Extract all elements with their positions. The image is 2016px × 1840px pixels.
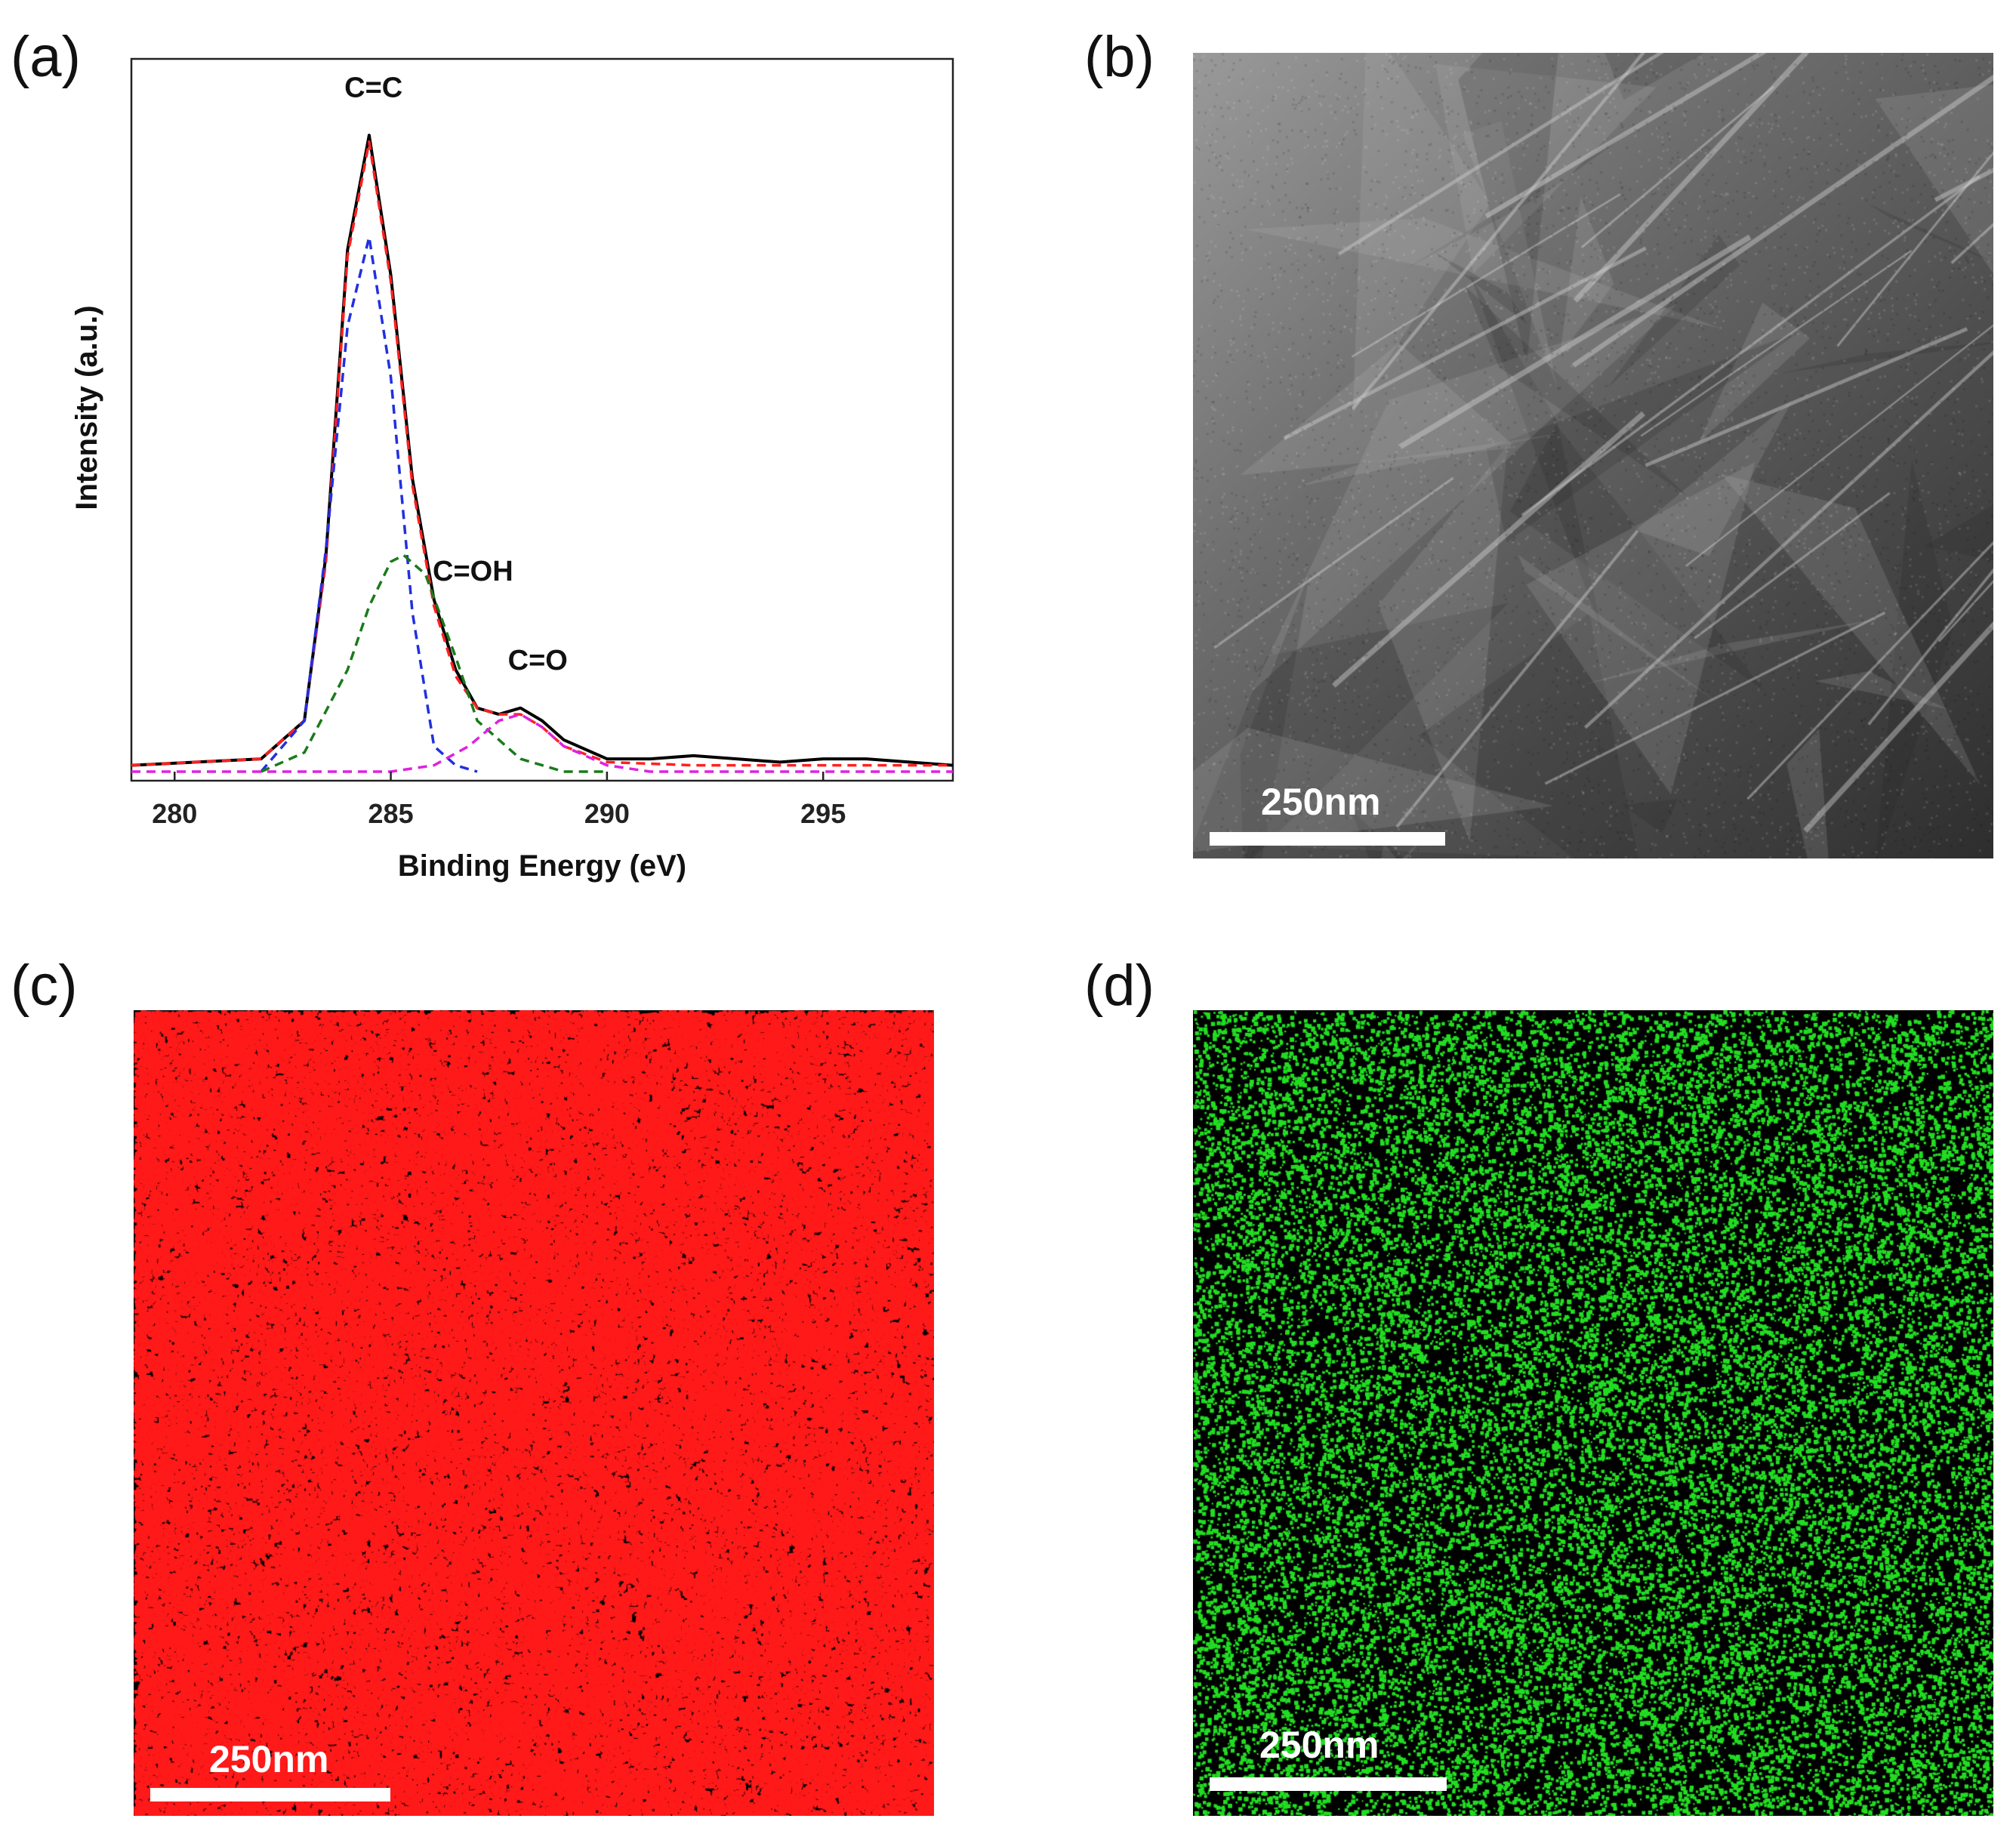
series-line-1 (131, 140, 953, 767)
oxygen-eds-map: 250nm (1193, 1010, 1993, 1816)
panel-label-a: (a) (11, 25, 81, 89)
carbon-map-canvas (134, 1010, 934, 1816)
peak-label-0: C=C (344, 72, 402, 104)
scale-bar-label-b: 250nm (1261, 781, 1381, 823)
panel-label-d: (d) (1084, 954, 1154, 1018)
stem-image: 250nm (1193, 53, 1993, 858)
scale-bar-label-d: 250nm (1259, 1724, 1379, 1766)
x-ticks: 280 285 290 295 (152, 772, 846, 829)
y-axis-title: Intensity (a.u.) (70, 305, 103, 510)
series-line-4 (131, 713, 953, 773)
scale-bar-c (150, 1788, 390, 1801)
xps-chart: 280 285 290 295 C=C C=OH C=O Binding Energy (… (70, 57, 954, 883)
x-tick-label-1: 285 (368, 798, 414, 829)
plot-area (131, 134, 954, 773)
panel-label-b: (b) (1084, 25, 1154, 89)
x-tick-label-2: 290 (584, 798, 630, 829)
scale-bar-d (1210, 1777, 1447, 1791)
stem-image-canvas (1193, 53, 1993, 858)
series-line-3 (260, 553, 607, 773)
x-tick-label-3: 295 (800, 798, 846, 829)
carbon-eds-map: 250nm (134, 1010, 934, 1816)
series-line-2 (260, 236, 478, 773)
panel-label-c: (c) (11, 954, 78, 1018)
plot-frame (130, 57, 954, 782)
oxygen-map-canvas (1193, 1010, 1993, 1816)
scale-bar-b (1210, 832, 1445, 846)
x-axis-title: Binding Energy (eV) (398, 849, 686, 883)
peak-annotations: C=C C=OH C=O (344, 72, 568, 677)
scale-bar-label-c: 250nm (209, 1738, 329, 1780)
peak-label-2: C=O (508, 645, 568, 677)
x-tick-label-0: 280 (152, 798, 197, 829)
peak-label-1: C=OH (433, 556, 513, 587)
